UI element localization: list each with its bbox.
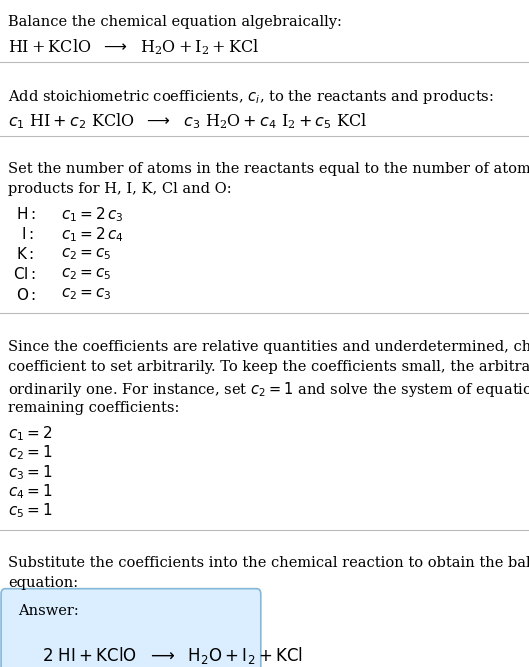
Text: $c_2 = c_5$: $c_2 = c_5$ [61,246,111,261]
Text: $c_2 = c_5$: $c_2 = c_5$ [61,266,111,282]
Text: $\mathregular{K:}$: $\mathregular{K:}$ [16,246,34,262]
Text: products for H, I, K, Cl and O:: products for H, I, K, Cl and O: [8,182,232,196]
Text: $c_2 = 1$: $c_2 = 1$ [8,444,52,462]
Text: Add stoichiometric coefficients, $c_i$, to the reactants and products:: Add stoichiometric coefficients, $c_i$, … [8,89,494,107]
Text: $c_1 = 2$: $c_1 = 2$ [8,424,52,443]
Text: Set the number of atoms in the reactants equal to the number of atoms in the: Set the number of atoms in the reactants… [8,162,529,176]
Text: $\mathregular{O:}$: $\mathregular{O:}$ [16,287,36,303]
FancyBboxPatch shape [1,589,261,667]
Text: Balance the chemical equation algebraically:: Balance the chemical equation algebraica… [8,15,342,29]
Text: $\mathregular{HI + KClO}\ \ \longrightarrow\ \ \mathregular{H_2O + I_2 + KCl}$: $\mathregular{HI + KClO}\ \ \longrightar… [8,38,259,57]
Text: $c_1 = 2\,c_4$: $c_1 = 2\,c_4$ [61,225,124,245]
Text: Substitute the coefficients into the chemical reaction to obtain the balanced: Substitute the coefficients into the che… [8,556,529,570]
Text: $c_1 = 2\,c_3$: $c_1 = 2\,c_3$ [61,205,124,224]
Text: coefficient to set arbitrarily. To keep the coefficients small, the arbitrary va: coefficient to set arbitrarily. To keep … [8,360,529,374]
Text: $c_4 = 1$: $c_4 = 1$ [8,482,52,501]
Text: $\mathregular{Cl:}$: $\mathregular{Cl:}$ [13,266,37,282]
Text: $c_1\ \mathregular{HI} + c_2\ \mathregular{KClO}\ \ \longrightarrow\ \ c_3\ \mat: $c_1\ \mathregular{HI} + c_2\ \mathregul… [8,111,367,131]
Text: $c_3 = 1$: $c_3 = 1$ [8,463,52,482]
Text: $\mathregular{H:}$: $\mathregular{H:}$ [16,205,35,221]
Text: $\mathregular{I:}$: $\mathregular{I:}$ [21,225,34,241]
Text: $2\ \mathregular{HI + KClO}\ \ \longrightarrow\ \ \mathregular{H_2O + I_2 + KCl}: $2\ \mathregular{HI + KClO}\ \ \longrigh… [42,644,303,666]
Text: ordinarily one. For instance, set $c_2 = 1$ and solve the system of equations fo: ordinarily one. For instance, set $c_2 =… [8,380,529,400]
Text: equation:: equation: [8,576,78,590]
Text: $c_2 = c_3$: $c_2 = c_3$ [61,287,112,302]
Text: remaining coefficients:: remaining coefficients: [8,400,179,414]
Text: $c_5 = 1$: $c_5 = 1$ [8,502,52,520]
Text: Since the coefficients are relative quantities and underdetermined, choose a: Since the coefficients are relative quan… [8,340,529,354]
Text: Answer:: Answer: [19,604,79,618]
